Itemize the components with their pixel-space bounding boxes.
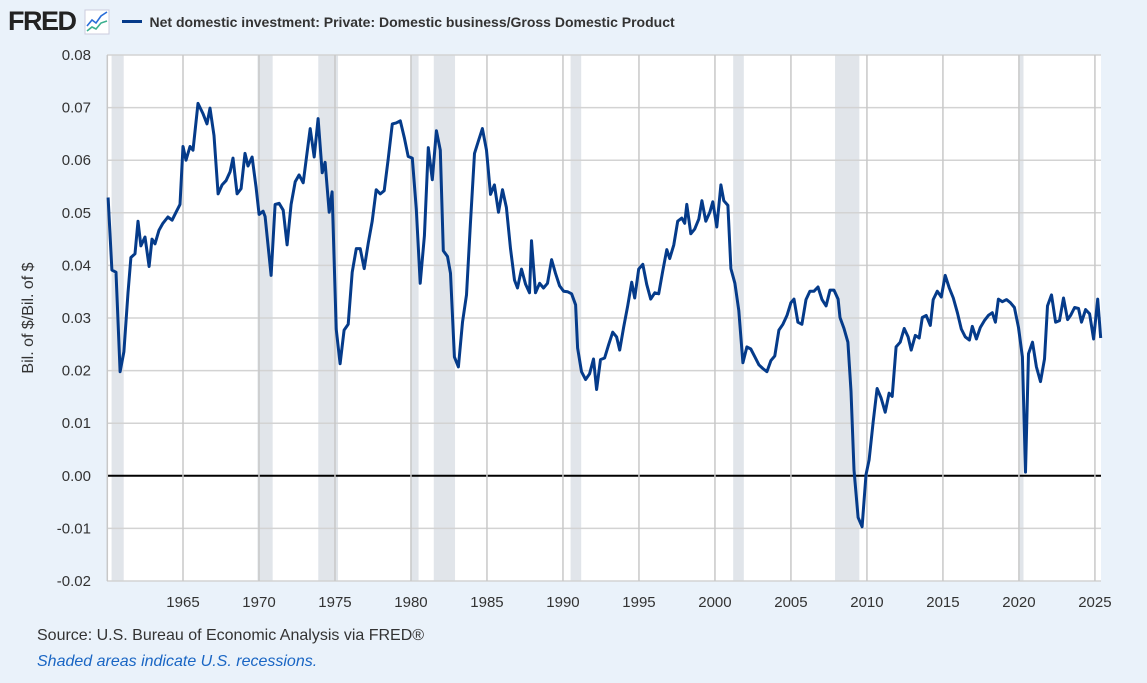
chart-line-icon <box>84 9 109 34</box>
legend-label: Net domestic investment: Private: Domest… <box>149 13 675 30</box>
y-tick-label: 0.08 <box>62 47 91 64</box>
recession-note: Shaded areas indicate U.S. recessions. <box>37 653 318 670</box>
y-tick-label: -0.01 <box>57 520 91 537</box>
x-tick-label: 2010 <box>850 594 883 611</box>
y-tick-label: 0.06 <box>62 152 91 169</box>
source-text: Source: U.S. Bureau of Economic Analysis… <box>37 627 425 644</box>
x-tick-label: 1995 <box>622 594 655 611</box>
x-tick-label: 1990 <box>546 594 579 611</box>
fred-logo[interactable]: FRED <box>8 6 77 36</box>
x-tick-label: 1985 <box>470 594 503 611</box>
x-tick-label: 1965 <box>166 594 199 611</box>
x-tick-label: 1970 <box>242 594 275 611</box>
x-tick-label: 1980 <box>394 594 427 611</box>
y-tick-label: 0.07 <box>62 100 91 117</box>
series-line <box>106 101 1103 529</box>
y-tick-label: 0.05 <box>62 205 91 222</box>
y-tick-label: 0.02 <box>62 363 91 380</box>
legend-swatch <box>121 20 142 23</box>
y-tick-label: -0.02 <box>57 573 91 590</box>
x-tick-label: 2015 <box>926 594 959 611</box>
y-tick-label: 0.00 <box>62 468 91 485</box>
x-tick-label: 2020 <box>1002 594 1035 611</box>
x-tick-label: 2005 <box>774 594 807 611</box>
x-tick-label: 2025 <box>1078 594 1111 611</box>
y-axis-label: Bil. of $/Bil. of $ <box>20 262 37 373</box>
y-tick-label: 0.04 <box>62 257 91 274</box>
x-tick-label: 2000 <box>698 594 731 611</box>
x-tick-label: 1975 <box>318 594 351 611</box>
chart-header: FRED Net domestic investment: Private: D… <box>8 6 675 37</box>
y-tick-label: 0.01 <box>62 415 91 432</box>
y-tick-label: 0.03 <box>62 310 91 327</box>
